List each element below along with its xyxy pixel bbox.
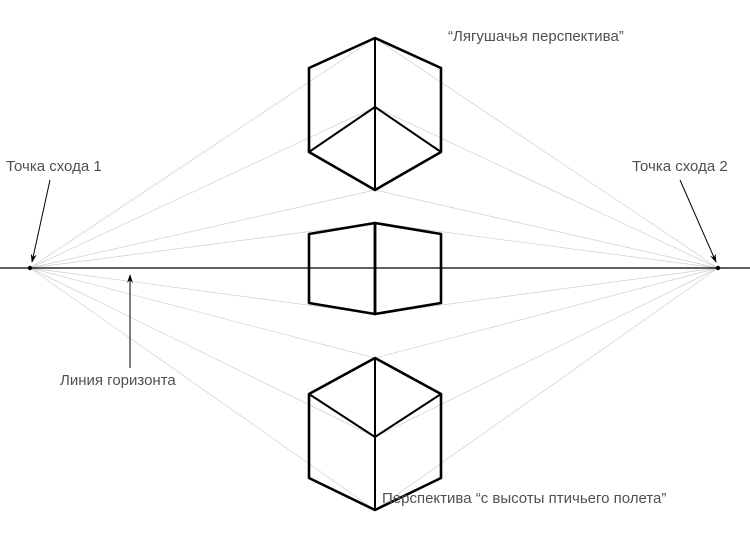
- label-bird-perspective: Перспектива “с высоты птичьего полета”: [382, 490, 666, 507]
- arrow-vp1: [32, 180, 50, 262]
- guide-ray: [375, 223, 718, 268]
- label-vp1: Точка схода 1: [6, 158, 102, 175]
- diagram-canvas: Точка схода 1 Точка схода 2 Линия горизо…: [0, 0, 750, 533]
- guide-ray: [375, 38, 718, 268]
- guide-ray: [30, 107, 375, 268]
- guide-ray: [30, 190, 375, 268]
- guide-ray: [375, 190, 718, 268]
- vanishing-point-2: [716, 266, 720, 270]
- label-horizon-line: Линия горизонта: [60, 372, 176, 389]
- guide-ray: [30, 38, 375, 268]
- label-frog-perspective: “Лягушачья перспектива”: [448, 28, 624, 45]
- guide-ray: [375, 268, 718, 358]
- guide-ray: [30, 268, 375, 314]
- arrow-vp2: [680, 180, 716, 262]
- label-vp2: Точка схода 2: [632, 158, 728, 175]
- guide-ray: [375, 268, 718, 437]
- guide-ray: [30, 223, 375, 268]
- perspective-svg: [0, 0, 750, 533]
- guide-ray: [30, 268, 375, 437]
- guide-ray: [30, 268, 375, 358]
- guide-ray: [375, 268, 718, 314]
- guide-ray: [375, 107, 718, 268]
- vanishing-point-1: [28, 266, 32, 270]
